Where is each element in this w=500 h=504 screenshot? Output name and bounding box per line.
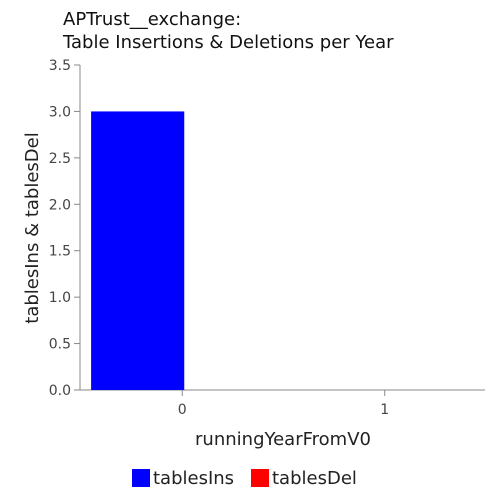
- y-tick-label: 1.0: [49, 290, 71, 306]
- bar-tablesIns-0: [91, 111, 185, 390]
- y-tick-label: 3.0: [49, 104, 71, 120]
- legend-label-tablesDel: tablesDel: [272, 468, 357, 489]
- chart-title-line-2: Table Insertions & Deletions per Year: [62, 32, 394, 53]
- chart-title-line-1: APTrust__exchange:: [63, 9, 241, 30]
- x-tick-label: 1: [380, 402, 389, 418]
- legend-swatch-tablesIns: [132, 469, 150, 487]
- y-tick-label: 1.5: [49, 244, 71, 260]
- y-tick-label: 2.5: [49, 151, 71, 167]
- x-tick-label: 0: [178, 402, 187, 418]
- y-tick-label: 0.0: [49, 383, 71, 399]
- y-axis-label: tablesIns & tablesDel: [22, 132, 43, 323]
- y-tick-label: 0.5: [49, 337, 71, 353]
- legend-label-tablesIns: tablesIns: [153, 468, 234, 489]
- legend-swatch-tablesDel: [251, 469, 269, 487]
- x-axis-label: runningYearFromV0: [195, 429, 371, 450]
- legend: tablesIns tablesDel: [132, 468, 357, 489]
- y-tick-label: 3.5: [49, 58, 71, 74]
- bars-group: [91, 111, 185, 390]
- y-axis: 0.0 0.5 1.0 1.5 2.0 2.5 3.0 3.5: [49, 58, 81, 399]
- y-tick-label: 2.0: [49, 197, 71, 213]
